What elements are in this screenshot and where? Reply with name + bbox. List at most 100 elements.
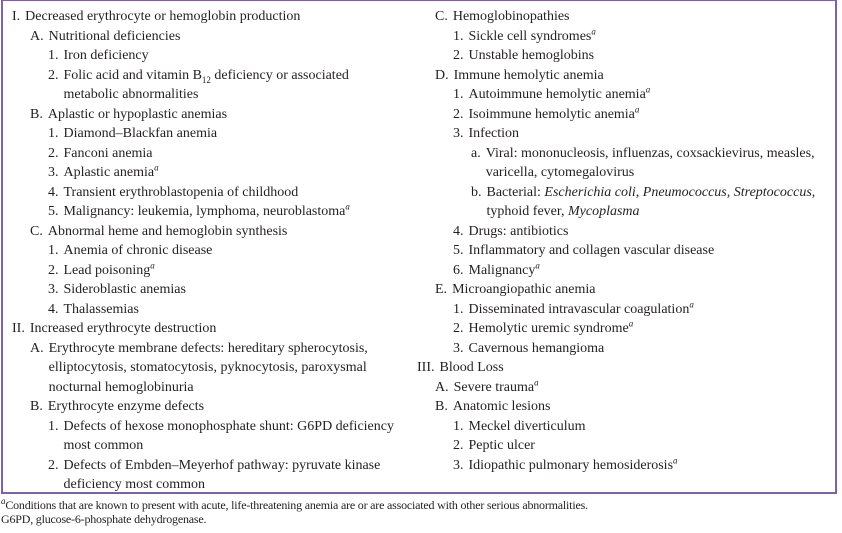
footnote-ref: a xyxy=(645,84,651,95)
outline-item: 4. Drugs: antibiotics xyxy=(417,222,817,242)
text-segment: Hemoglobinopathies xyxy=(452,9,570,24)
outline-item-text: Malignancya xyxy=(469,260,818,281)
outline-item-text: Sideroblastic anemias xyxy=(64,280,408,300)
outline-item: 1. Meckel diverticulum xyxy=(417,417,817,437)
outline-item: 2. Defects of Embden–Meyerhof pathway: py… xyxy=(12,456,407,495)
outline-item: 1. Disseminated intravascular coagulation… xyxy=(417,298,818,320)
outline-item-label: B. xyxy=(435,399,448,414)
outline-item: 5. Malignancy: leukemia, lymphoma, neurob… xyxy=(12,202,407,222)
outline-item-label: E. xyxy=(435,282,448,297)
text-segment: , typhoid fever, xyxy=(486,184,816,220)
outline-item: 4. Thalassemias xyxy=(12,300,407,320)
outline-item-text: Viral: mononucleosis, influenzas, coxsac… xyxy=(486,144,817,183)
outline-item-label: 2. xyxy=(48,457,59,473)
outline-item-label: 3. xyxy=(48,165,59,180)
text-segment: Aplastic anemia xyxy=(63,165,155,180)
outline-item-text: Erythrocyte membrane defects: hereditary… xyxy=(49,339,407,398)
text-segment: Cavernous hemangioma xyxy=(468,340,605,356)
text-segment: Unstable hemoglobins xyxy=(468,48,595,63)
outline-item: 2. Fanconi anemia xyxy=(12,144,407,164)
footnote-ref: a xyxy=(689,298,694,309)
outline-item-label: 1. xyxy=(453,301,464,317)
outline-item-text: Idiopathic pulmonary hemosiderosisa xyxy=(469,454,818,476)
outline-item-label: A. xyxy=(30,340,44,356)
footnote-ref: a xyxy=(673,454,678,465)
outline-item: 1. Sickle cell syndromesa xyxy=(417,25,817,47)
text-segment: Erythrocyte membrane defects: hereditary… xyxy=(48,340,368,395)
outline-item: 3. Idiopathic pulmonary hemosiderosisa xyxy=(417,454,818,476)
footnote-marker: a xyxy=(1,496,6,506)
outline-item-text: Lead poisoninga xyxy=(63,259,408,281)
outline-item-label: b. xyxy=(471,184,482,200)
text-segment: Severe trauma xyxy=(453,379,535,395)
outline-item-text: Severe traumaa xyxy=(453,377,817,398)
text-segment: Folic acid and vitamin B xyxy=(63,67,202,83)
outline-item-label: C. xyxy=(30,223,43,239)
outline-item-label: D. xyxy=(435,67,449,83)
outline-item-label: A. xyxy=(435,379,449,395)
outline-item-text: Isoimmune hemolytic anemiaa xyxy=(469,103,818,125)
outline-item: 2. Peptic ulcer xyxy=(417,436,817,456)
footnote-a-text: Conditions that are known to present wit… xyxy=(5,498,588,512)
outline-item: 1. Defects of hexose monophosphate shunt:… xyxy=(12,417,407,456)
outline-item-text: Bacterial: Escherichia coli, Pneumococcu… xyxy=(487,183,818,222)
text-segment: Lead poisoning xyxy=(63,262,151,278)
outline-item-label: A. xyxy=(30,28,44,44)
outline-item-label: 1. xyxy=(48,418,59,434)
outline-item-text: Diamond–Blackfan anemia xyxy=(64,124,408,144)
footnote-ref: a xyxy=(591,25,596,36)
footnote-ref: a xyxy=(628,318,634,329)
text-segment: deficiency or associated metabolic abnor… xyxy=(63,67,349,103)
outline-item-text: Hemolytic uremic syndromea xyxy=(469,319,818,339)
outline-item-text: Disseminated intravascular coagulationa xyxy=(469,298,818,320)
outline-item-text: Hemoglobinopathies xyxy=(453,7,817,27)
outline-item: 3. Infection xyxy=(417,124,817,144)
footnote-abbreviation: G6PD, glucose-6-phosphate dehydrogenase. xyxy=(1,512,207,526)
text-segment: Diamond–Blackfan anemia xyxy=(63,126,218,141)
outline-item-label: 1. xyxy=(48,48,59,63)
outline-item-label: 1. xyxy=(48,243,59,258)
text-segment: Mycoplasma xyxy=(567,204,640,219)
outline-item-label: III. xyxy=(417,360,435,375)
text-segment: Microangiopathic anemia xyxy=(452,282,596,297)
outline-item-text: Drugs: antibiotics xyxy=(469,222,818,242)
outline-item-label: 4. xyxy=(453,223,464,239)
outline-item-text: Folic acid and vitamin B12 deficiency or… xyxy=(64,66,408,105)
outline-item: 2. Unstable hemoglobins xyxy=(417,46,817,66)
footnote-ref: a xyxy=(150,259,155,270)
text-segment: Peptic ulcer xyxy=(468,438,535,453)
text-segment: Sickle cell syndromes xyxy=(468,28,592,44)
outline-item-label: B. xyxy=(30,399,43,414)
outline-item: III. Blood Loss xyxy=(417,358,817,378)
outline-item-text: Aplastic anemiaa xyxy=(64,163,408,183)
text-segment: Decreased erythrocyte or hemoglobin prod… xyxy=(25,9,301,24)
outline-item: C. Abnormal heme and hemoglobin synthesis xyxy=(12,222,407,242)
outline-item-label: 1. xyxy=(48,126,59,141)
outline-item: 3. Sideroblastic anemias xyxy=(12,280,407,300)
outline-item: 1. Diamond–Blackfan anemia xyxy=(12,124,407,144)
outline-item-label: 3. xyxy=(453,340,464,356)
text-segment: Erythrocyte enzyme defects xyxy=(47,399,205,414)
footnote-ref: a xyxy=(345,201,350,212)
outline-item: E. Microangiopathic anemia xyxy=(417,280,817,300)
outline-item-label: 1. xyxy=(453,87,464,102)
footnote-ref: a xyxy=(634,103,640,114)
outline-item-label: 2. xyxy=(453,48,464,63)
outline-item-text: Abnormal heme and hemoglobin synthesis xyxy=(48,222,407,242)
outline-item-text: Cavernous hemangioma xyxy=(469,339,818,359)
outline-item: A. Erythrocyte membrane defects: heredita… xyxy=(12,339,407,398)
left-column: I. Decreased erythrocyte or hemoglobin pr… xyxy=(12,7,407,495)
outline-item-text: Immune hemolytic anemia xyxy=(454,66,817,86)
text-segment: Fanconi anemia xyxy=(63,145,153,161)
outline-item-text: Nutritional deficiencies xyxy=(49,27,407,47)
outline-item-text: Aplastic or hypoplastic anemias xyxy=(48,105,407,125)
outline-item: 4. Transient erythroblastopenia of childh… xyxy=(12,183,407,203)
outline-item-label: 4. xyxy=(48,301,59,317)
outline-item-text: Defects of hexose monophosphate shunt: G… xyxy=(64,417,408,456)
outline-item: 1. Iron deficiency xyxy=(12,46,407,66)
outline-item: 2. Folic acid and vitamin B12 deficiency … xyxy=(12,66,407,105)
text-segment: Defects of hexose monophosphate shunt: G… xyxy=(63,418,394,454)
outline-item-label: 6. xyxy=(453,262,464,278)
text-segment: Anemia of chronic disease xyxy=(63,243,213,258)
text-segment: Meckel diverticulum xyxy=(468,418,586,434)
